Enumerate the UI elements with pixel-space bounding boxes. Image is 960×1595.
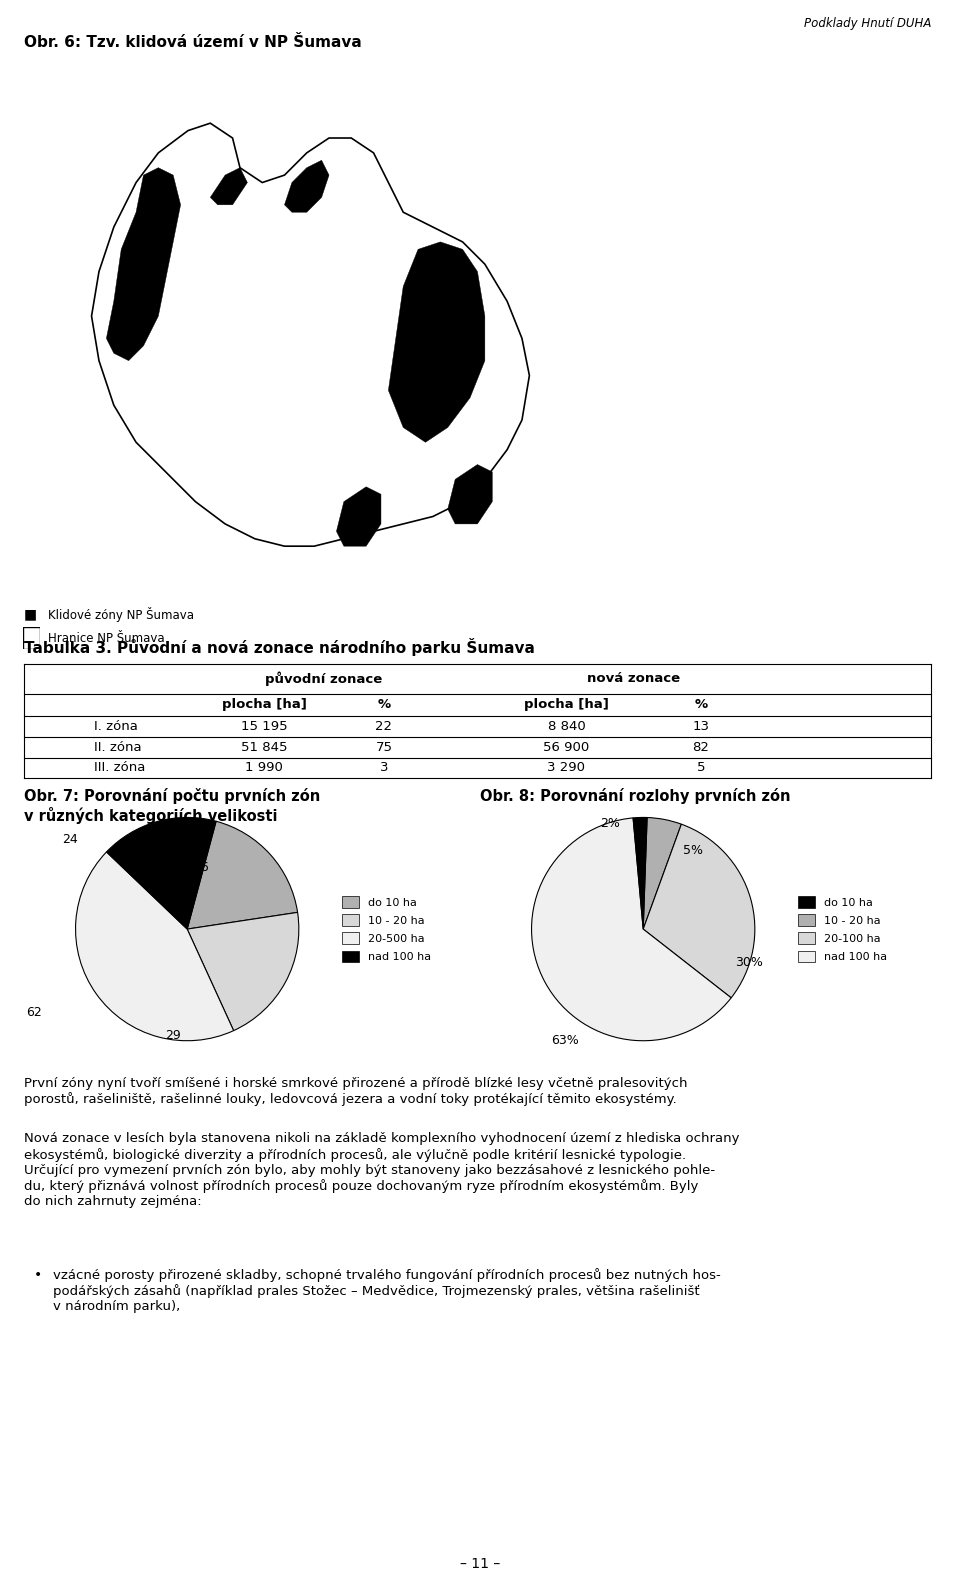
Polygon shape [210, 167, 248, 204]
Text: %: % [694, 699, 708, 711]
Text: Obr. 8: Porovnání rozlohy prvních zón: Obr. 8: Porovnání rozlohy prvních zón [480, 788, 790, 804]
Text: První zóny nyní tvoří smíšené i horské smrkové přirozené a přírodě blízké lesy v: První zóny nyní tvoří smíšené i horské s… [24, 1077, 687, 1105]
Text: Obr. 6: Tzv. klidová území v NP Šumava: Obr. 6: Tzv. klidová území v NP Šumava [24, 35, 362, 49]
Wedge shape [76, 852, 233, 1040]
Text: II. zóna: II. zóna [94, 740, 142, 754]
Text: •: • [34, 1268, 42, 1282]
Text: 3 290: 3 290 [547, 761, 586, 775]
Text: 13: 13 [692, 719, 709, 734]
Text: ■: ■ [24, 608, 37, 620]
Text: Obr. 7: Porovnání počtu prvních zón
v různých kategoriích velikosti: Obr. 7: Porovnání počtu prvních zón v rů… [24, 788, 321, 823]
Text: 8 840: 8 840 [547, 719, 586, 734]
Wedge shape [187, 821, 298, 928]
Text: 15 195: 15 195 [241, 719, 287, 734]
Text: 30%: 30% [735, 955, 763, 970]
Text: III. zóna: III. zóna [94, 761, 146, 775]
Text: 82: 82 [692, 740, 709, 754]
Text: plocha [ha]: plocha [ha] [222, 699, 306, 711]
Legend: do 10 ha, 10 - 20 ha, 20-500 ha, nad 100 ha: do 10 ha, 10 - 20 ha, 20-500 ha, nad 100… [338, 892, 436, 967]
Polygon shape [447, 464, 492, 523]
Text: 26: 26 [193, 861, 209, 874]
Text: nová zonace: nová zonace [587, 671, 681, 686]
Wedge shape [643, 825, 755, 998]
Text: – 11 –: – 11 – [460, 1557, 500, 1571]
Text: 5: 5 [697, 761, 705, 775]
Wedge shape [633, 818, 647, 928]
Text: 56 900: 56 900 [543, 740, 589, 754]
Text: 2%: 2% [600, 817, 619, 829]
Text: Nová zonace v lesích byla stanovena nikoli na základě komplexního vyhodnocení úz: Nová zonace v lesích byla stanovena niko… [24, 1132, 739, 1207]
Text: 63%: 63% [551, 1034, 579, 1048]
Text: 51 845: 51 845 [241, 740, 287, 754]
Text: 3: 3 [380, 761, 388, 775]
Text: Hranice NP Šumava: Hranice NP Šumava [48, 632, 164, 644]
Text: 5%: 5% [684, 844, 704, 858]
Wedge shape [643, 818, 682, 928]
Text: 62: 62 [26, 1006, 41, 1019]
Polygon shape [107, 167, 180, 360]
Text: 1 990: 1 990 [245, 761, 283, 775]
Polygon shape [336, 486, 381, 545]
Wedge shape [107, 818, 216, 928]
Text: 75: 75 [375, 740, 393, 754]
Text: Podklady Hnutí DUHA: Podklady Hnutí DUHA [804, 16, 931, 30]
Polygon shape [389, 242, 485, 442]
Text: vzácné porosty přirozené skladby, schopné trvalého fungování přírodních procesů : vzácné porosty přirozené skladby, schopn… [53, 1268, 721, 1313]
Text: původní zonace: původní zonace [265, 671, 383, 686]
Text: I. zóna: I. zóna [94, 719, 138, 734]
Text: plocha [ha]: plocha [ha] [524, 699, 609, 711]
Text: Tabulka 3. Původní a nová zonace národního parku Šumava: Tabulka 3. Původní a nová zonace národní… [24, 638, 535, 656]
Text: Klidové zóny NP Šumava: Klidové zóny NP Šumava [48, 606, 194, 622]
Polygon shape [284, 160, 329, 212]
Wedge shape [532, 818, 732, 1040]
Text: 24: 24 [62, 833, 78, 847]
Text: 22: 22 [375, 719, 393, 734]
Legend: do 10 ha, 10 - 20 ha, 20-100 ha, nad 100 ha: do 10 ha, 10 - 20 ha, 20-100 ha, nad 100… [794, 892, 892, 967]
Text: %: % [377, 699, 391, 711]
Wedge shape [187, 912, 299, 1030]
Text: 29: 29 [165, 1029, 181, 1042]
